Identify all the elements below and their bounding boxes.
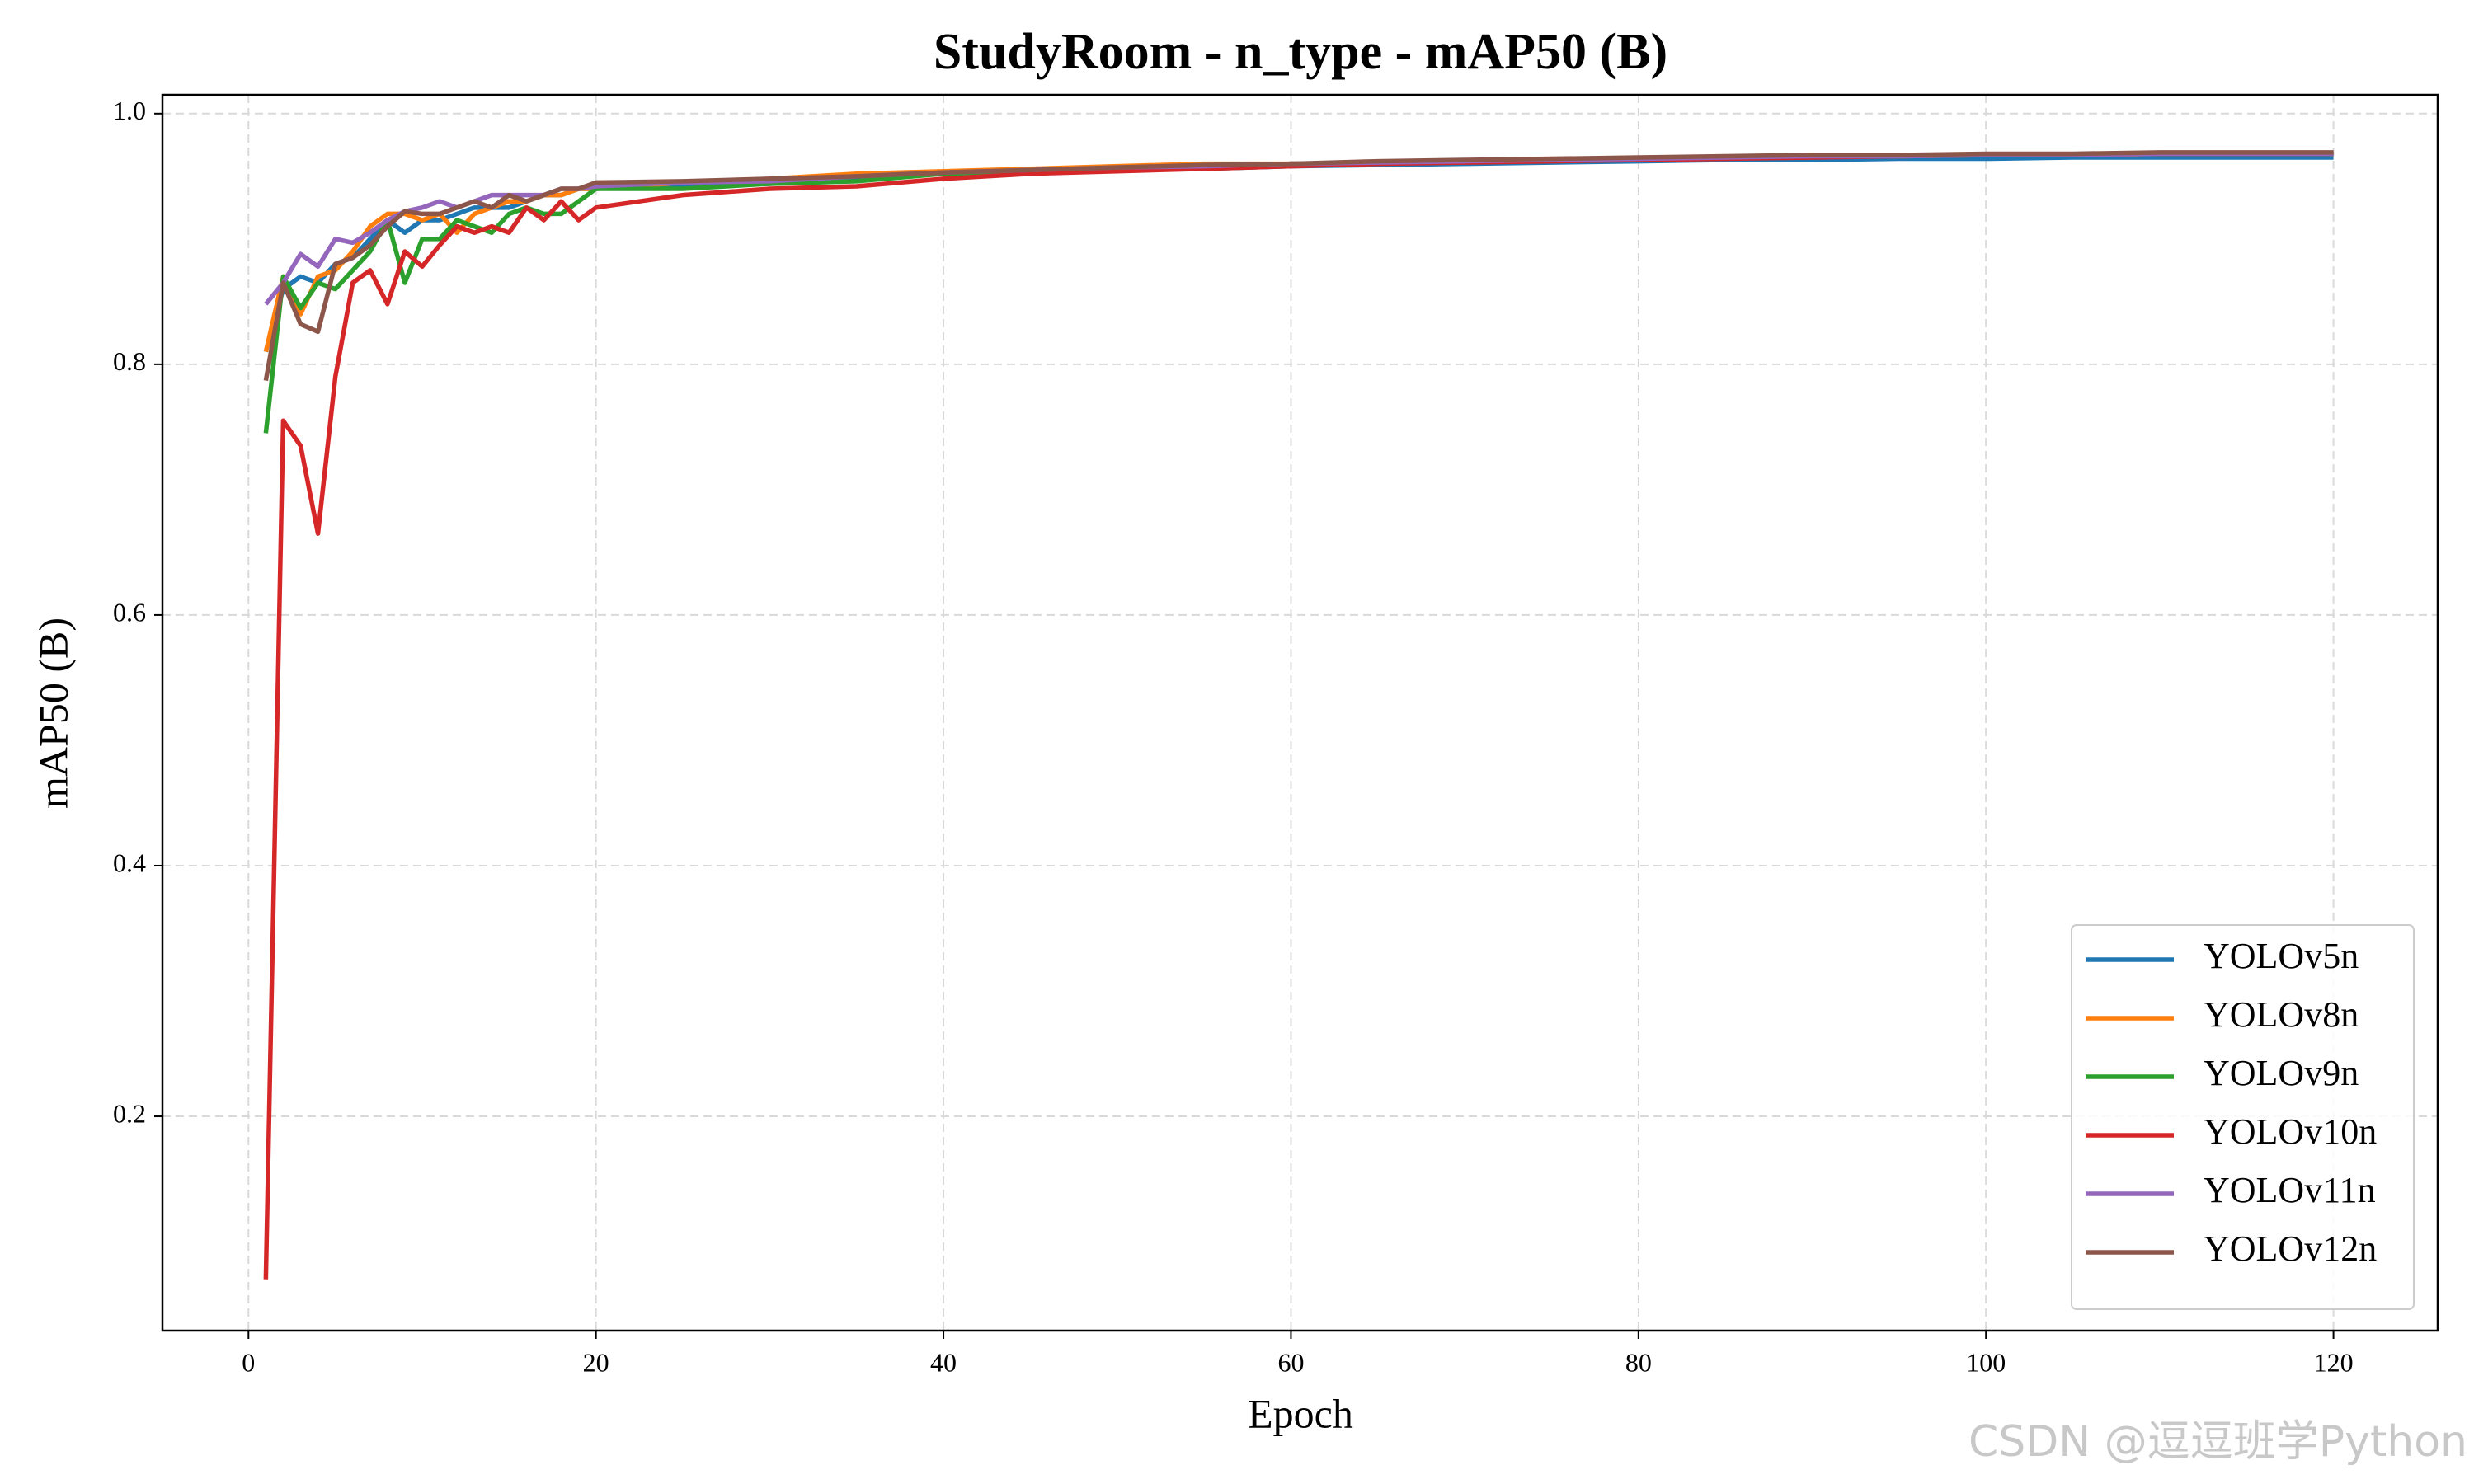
x-axis-label: Epoch [1248,1390,1353,1436]
x-tick-label: 20 [583,1347,609,1377]
x-tick-label: 60 [1277,1347,1304,1377]
x-tick-label: 100 [1966,1347,2006,1377]
x-tick-label: 120 [2314,1347,2354,1377]
y-tick-label: 1.0 [113,96,146,125]
y-tick-label: 0.2 [113,1098,146,1128]
plot-frame [161,93,2439,1332]
legend-label: YOLOv8n [2204,994,2359,1035]
legend-label: YOLOv10n [2204,1111,2377,1152]
x-tick-label: 0 [242,1347,255,1377]
legend-box [2071,924,2415,1310]
legend-label: YOLOv12n [2204,1228,2377,1269]
y-tick-label: 0.4 [113,848,146,877]
legend-label: YOLOv5n [2204,936,2359,976]
legend-label: YOLOv9n [2204,1053,2359,1093]
y-tick-label: 0.8 [113,346,146,376]
y-axis-label: mAP50 (B) [30,618,76,809]
watermark: CSDN @逗逗班学Python [1968,1417,2467,1467]
line-series [263,150,2334,382]
chart-title: StudyRoom - n_type - mAP50 (B) [934,24,1667,80]
legend-label: YOLOv11n [2204,1170,2376,1210]
x-tick-label: 40 [930,1347,957,1377]
y-tick-label: 0.6 [113,597,146,627]
x-tick-label: 80 [1625,1347,1652,1377]
